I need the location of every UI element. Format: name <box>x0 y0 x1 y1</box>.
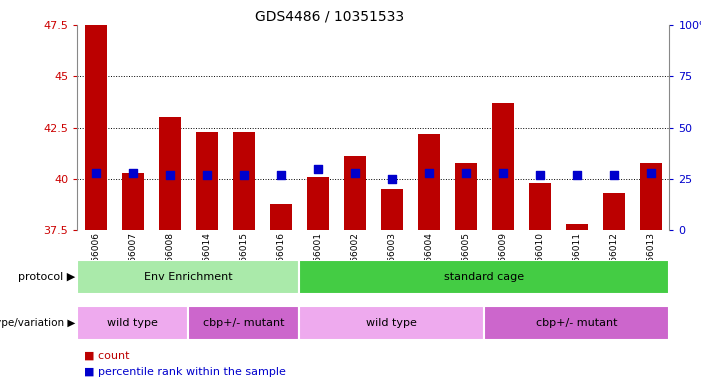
Text: protocol ▶: protocol ▶ <box>18 272 76 282</box>
Bar <box>233 132 254 230</box>
Bar <box>306 177 329 230</box>
Bar <box>529 183 551 230</box>
Text: ■ count: ■ count <box>84 350 130 360</box>
Bar <box>299 260 669 294</box>
Bar <box>270 204 292 230</box>
Bar <box>455 162 477 230</box>
Point <box>386 176 397 182</box>
Bar <box>77 260 299 294</box>
Bar <box>640 162 662 230</box>
Text: wild type: wild type <box>107 318 158 328</box>
Point <box>571 172 583 178</box>
Bar <box>299 306 484 340</box>
Text: GDS4486 / 10351533: GDS4486 / 10351533 <box>255 10 404 23</box>
Point <box>423 170 435 176</box>
Bar <box>491 103 514 230</box>
Text: genotype/variation ▶: genotype/variation ▶ <box>0 318 76 328</box>
Point <box>646 170 657 176</box>
Text: Env Enrichment: Env Enrichment <box>144 272 233 282</box>
Bar <box>418 134 440 230</box>
Text: standard cage: standard cage <box>444 272 524 282</box>
Point <box>608 172 620 178</box>
Bar <box>343 156 366 230</box>
Point <box>201 172 212 178</box>
Point <box>534 172 545 178</box>
Text: cbp+/- mutant: cbp+/- mutant <box>203 318 285 328</box>
Text: cbp+/- mutant: cbp+/- mutant <box>536 318 618 328</box>
Point <box>90 170 101 176</box>
Point <box>312 166 323 172</box>
Text: wild type: wild type <box>367 318 417 328</box>
Point <box>461 170 472 176</box>
Bar <box>158 118 181 230</box>
Text: ■ percentile rank within the sample: ■ percentile rank within the sample <box>84 367 286 377</box>
Bar <box>566 224 588 230</box>
Point <box>497 170 508 176</box>
Point <box>238 172 250 178</box>
Bar <box>196 132 218 230</box>
Bar <box>121 173 144 230</box>
Point <box>275 172 286 178</box>
Bar <box>381 189 403 230</box>
Bar <box>188 306 299 340</box>
Point <box>127 170 138 176</box>
Bar <box>484 306 669 340</box>
Bar <box>77 306 188 340</box>
Bar <box>85 25 107 230</box>
Bar <box>603 194 625 230</box>
Point <box>349 170 360 176</box>
Point <box>164 172 175 178</box>
